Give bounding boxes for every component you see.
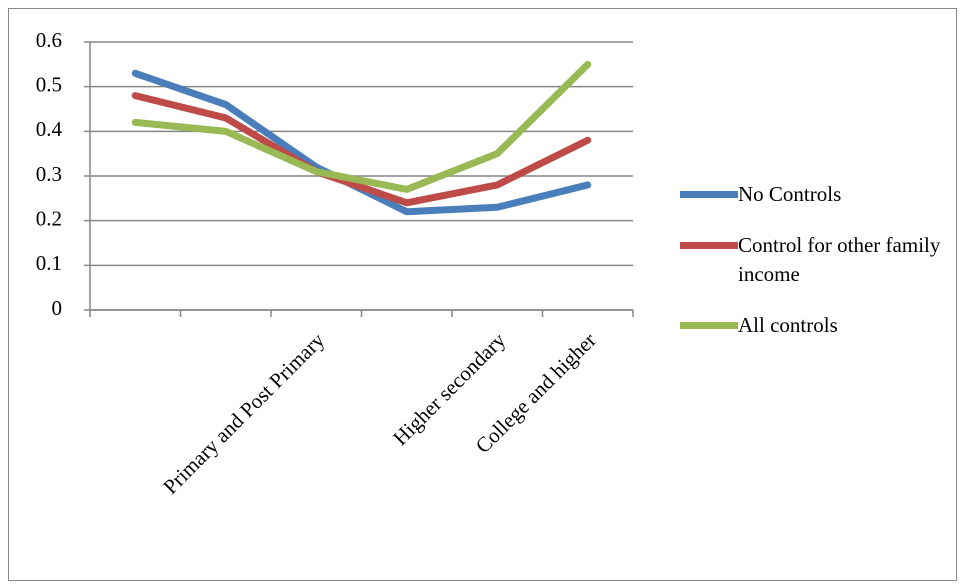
legend-swatch bbox=[680, 191, 738, 198]
legend: No Controls Control for other family inco… bbox=[680, 180, 950, 362]
y-tick-label: 0.6 bbox=[36, 28, 62, 52]
y-tick-label: 0.3 bbox=[36, 162, 62, 186]
legend-swatch bbox=[680, 322, 738, 329]
legend-label: No Controls bbox=[738, 182, 842, 206]
y-tick-label: 0.1 bbox=[36, 251, 62, 275]
y-tick-label: 0.2 bbox=[36, 206, 62, 230]
legend-item: No Controls bbox=[680, 180, 950, 209]
legend-swatch bbox=[680, 242, 738, 249]
legend-label: Control for other family income bbox=[738, 233, 941, 286]
legend-label: All controls bbox=[738, 313, 838, 337]
series-line bbox=[131, 92, 592, 207]
series-line bbox=[131, 60, 592, 193]
y-tick-label: 0.5 bbox=[36, 72, 62, 96]
legend-item: Control for other family income bbox=[680, 231, 950, 289]
y-tick-label: 0.4 bbox=[36, 117, 63, 141]
legend-item: All controls bbox=[680, 311, 950, 340]
y-tick-label: 0 bbox=[52, 296, 63, 320]
